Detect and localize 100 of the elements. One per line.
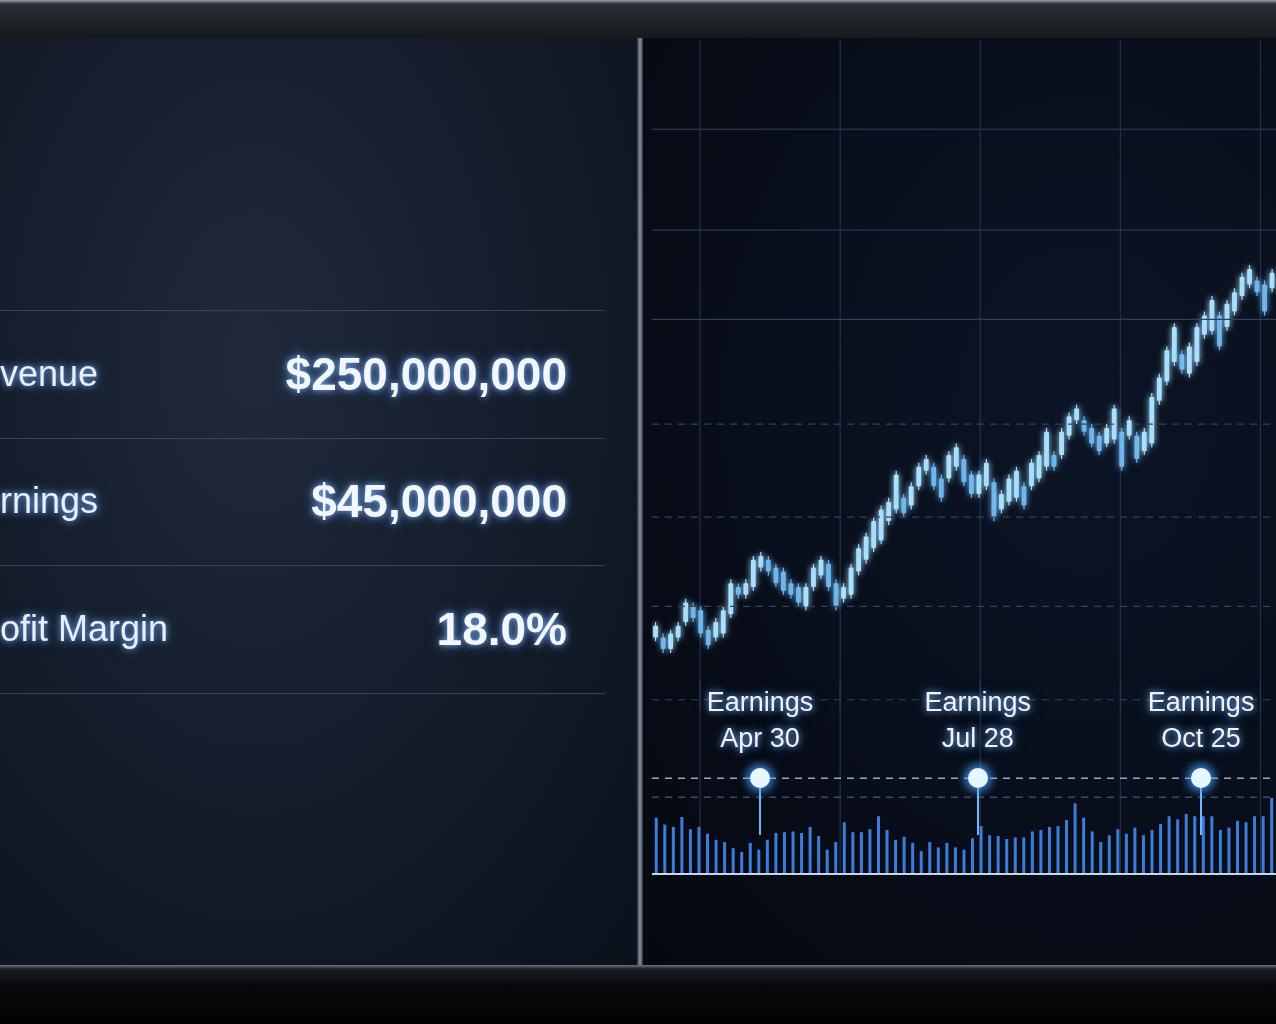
candlestick [886, 497, 892, 526]
bar [876, 816, 880, 874]
text: Earnings Apr 30 [706, 686, 814, 756]
candlestick [946, 450, 952, 483]
bar [1005, 839, 1009, 874]
candlestick [1029, 458, 1034, 491]
candlestick [720, 605, 726, 639]
bar [1030, 831, 1034, 874]
bar [1201, 816, 1205, 874]
bar [885, 829, 889, 874]
bar [663, 824, 667, 874]
candlestick [1134, 431, 1140, 464]
candlestick [1074, 404, 1080, 425]
bar [1176, 819, 1180, 874]
bar [1141, 835, 1145, 874]
candlestick [984, 458, 989, 491]
candlestick [705, 625, 711, 650]
bar [671, 826, 675, 874]
bar [1124, 833, 1128, 874]
bar [936, 847, 940, 874]
text: venue [0, 353, 99, 395]
candlestick [901, 493, 907, 518]
candlestick [938, 473, 944, 503]
bar [988, 835, 992, 874]
bar [723, 842, 727, 874]
bar [757, 849, 761, 874]
candlestick [976, 470, 982, 499]
candlestick [773, 563, 779, 588]
candlestick [1126, 415, 1132, 441]
candlestick [1202, 310, 1207, 340]
candlestick [653, 621, 658, 642]
bar [928, 842, 932, 874]
candlestick [961, 454, 967, 487]
candlestick [660, 632, 666, 654]
candlestick [796, 582, 801, 608]
bar [1184, 813, 1188, 874]
candlestick [916, 462, 922, 491]
bar [996, 836, 1000, 874]
candlestick [698, 605, 704, 639]
candlestick [1104, 423, 1110, 448]
bar [1270, 798, 1274, 874]
bar [1227, 827, 1231, 874]
bar [706, 833, 710, 874]
bar [894, 839, 898, 874]
candlestick [811, 563, 816, 592]
bar [1236, 820, 1239, 874]
candlestick [765, 555, 771, 576]
bar [680, 817, 684, 874]
candlestick [856, 543, 861, 576]
bar [1253, 816, 1257, 874]
bar [1013, 837, 1017, 874]
candlestick [713, 617, 719, 642]
text: $45,000,000 [311, 474, 567, 528]
bar [740, 851, 744, 874]
bar [731, 848, 735, 874]
text: $250,000,000 [285, 347, 567, 401]
bar [1056, 826, 1060, 874]
bar [979, 826, 983, 874]
candlestick [1059, 427, 1064, 460]
bar [808, 826, 812, 874]
bar [919, 851, 923, 874]
bar [1107, 835, 1111, 874]
bar [851, 832, 855, 874]
bar [1073, 803, 1077, 874]
candlestick [683, 598, 689, 627]
bar [1159, 823, 1163, 874]
text: Earnings Jul 28 [924, 686, 1032, 756]
candlestick [675, 621, 681, 642]
candlestick [690, 601, 696, 623]
bar [825, 849, 829, 874]
bar [774, 832, 778, 874]
bar [748, 842, 752, 874]
bar [765, 839, 769, 874]
bar [971, 838, 975, 874]
bar [842, 822, 846, 874]
bar [1210, 816, 1214, 874]
text: Earnings Oct 25 [1147, 686, 1255, 756]
candlestick [841, 582, 846, 604]
bar [791, 831, 795, 874]
text: 18.0% [436, 602, 567, 656]
bar [1218, 829, 1222, 874]
bar [1167, 816, 1171, 874]
candlestick [908, 481, 914, 511]
candlestick [953, 442, 959, 472]
bar [1133, 827, 1137, 874]
bar [1090, 831, 1094, 874]
bar [1116, 829, 1120, 874]
bar [834, 842, 838, 874]
candlestick [758, 551, 764, 573]
bar [1193, 816, 1197, 874]
bar [1065, 820, 1069, 874]
candlestick [826, 559, 831, 592]
candlestick [1089, 423, 1095, 448]
bar [1244, 822, 1248, 874]
candlestick [1179, 349, 1185, 375]
bar [911, 842, 915, 874]
candlestick [968, 470, 974, 499]
bar [697, 826, 701, 874]
bar [817, 836, 821, 874]
candlestick [863, 532, 869, 565]
